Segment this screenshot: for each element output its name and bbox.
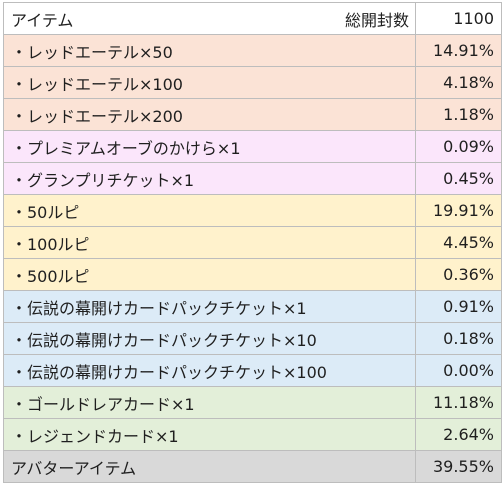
table-row: ・伝説の幕開けカードパックチケット×1 0.91% [4, 291, 502, 323]
table-row: ・500ルピ 0.36% [4, 259, 502, 291]
item-name-cell[interactable]: ・レッドエーテル×100 [4, 67, 416, 98]
item-rate-cell[interactable]: 0.45% [416, 163, 502, 194]
table-row: ・レッドエーテル×50 14.91% [4, 35, 502, 67]
header-item-cell[interactable]: アイテム 総開封数 [4, 3, 416, 34]
item-rate-cell[interactable]: 4.45% [416, 227, 502, 258]
table-row: ・レッドエーテル×200 1.18% [4, 99, 502, 131]
item-name-cell[interactable]: ・100ルピ [4, 227, 416, 258]
table-row: ・グランプリチケット×1 0.45% [4, 163, 502, 195]
item-rate-cell[interactable]: 4.18% [416, 67, 502, 98]
item-name-cell[interactable]: ・50ルピ [4, 195, 416, 226]
table-row: ・伝説の幕開けカードパックチケット×10 0.18% [4, 323, 502, 355]
total-opened-label: 総開封数 [344, 10, 409, 30]
item-rate-cell[interactable]: 0.36% [416, 259, 502, 290]
item-rate-cell[interactable]: 2.64% [416, 419, 502, 450]
item-name-cell[interactable]: ・レジェンドカード×1 [4, 419, 416, 450]
item-name-cell[interactable]: ・プレミアムオーブのかけら×1 [4, 131, 416, 162]
item-rate-cell[interactable]: 0.18% [416, 323, 502, 354]
item-name-cell[interactable]: ・レッドエーテル×50 [4, 35, 416, 66]
item-name-cell[interactable]: ・ゴールドレアカード×1 [4, 387, 416, 418]
item-name-cell[interactable]: ・500ルピ [4, 259, 416, 290]
item-rate-cell[interactable]: 0.00% [416, 355, 502, 386]
table-row: ・50ルピ 19.91% [4, 195, 502, 227]
item-rate-cell[interactable]: 1.18% [416, 99, 502, 130]
table-row: ・プレミアムオーブのかけら×1 0.09% [4, 131, 502, 163]
avatar-item-name-cell[interactable]: アバターアイテム [4, 451, 416, 482]
header-row: アイテム 総開封数 1100 [4, 3, 502, 35]
item-name-cell[interactable]: ・レッドエーテル×200 [4, 99, 416, 130]
item-column-label: アイテム [11, 10, 74, 30]
item-rate-cell[interactable]: 0.09% [416, 131, 502, 162]
item-name-cell[interactable]: ・グランプリチケット×1 [4, 163, 416, 194]
table-row: ・レジェンドカード×1 2.64% [4, 419, 502, 451]
item-name-cell[interactable]: ・伝説の幕開けカードパックチケット×100 [4, 355, 416, 386]
table-row: ・レッドエーテル×100 4.18% [4, 67, 502, 99]
item-name-cell[interactable]: ・伝説の幕開けカードパックチケット×10 [4, 323, 416, 354]
table-row: ・ゴールドレアカード×1 11.18% [4, 387, 502, 419]
table-row: ・伝説の幕開けカードパックチケット×100 0.00% [4, 355, 502, 387]
item-rate-cell[interactable]: 14.91% [416, 35, 502, 66]
item-rate-cell[interactable]: 0.91% [416, 291, 502, 322]
footer-row: アバターアイテム 39.55% [4, 451, 502, 483]
table-row: ・100ルピ 4.45% [4, 227, 502, 259]
table-grid: アイテム 総開封数 1100 ・レッドエーテル×50 14.91% ・レッドエー… [3, 2, 502, 483]
total-opened-value[interactable]: 1100 [416, 3, 502, 34]
item-rate-cell[interactable]: 19.91% [416, 195, 502, 226]
item-rate-cell[interactable]: 11.18% [416, 387, 502, 418]
avatar-item-rate-cell[interactable]: 39.55% [416, 451, 502, 482]
item-name-cell[interactable]: ・伝説の幕開けカードパックチケット×1 [4, 291, 416, 322]
